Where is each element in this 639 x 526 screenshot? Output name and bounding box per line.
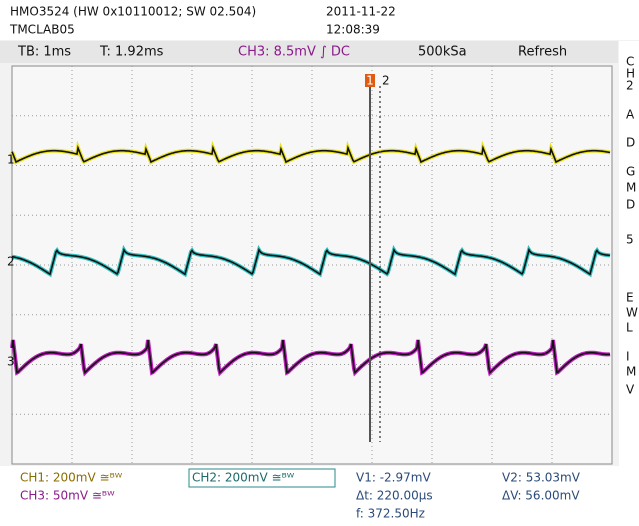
side-menu-item: C: [626, 55, 634, 69]
date: 2011-11-22: [326, 5, 396, 19]
grid: [12, 66, 612, 464]
side-menu-item: I: [626, 350, 630, 364]
trace: [11, 145, 611, 164]
ch2-label: 2: [7, 255, 15, 269]
freq: f: 372.50Hz: [356, 507, 425, 521]
waveforms: [10, 140, 611, 377]
side-menu-item: E: [626, 291, 634, 305]
dv: ΔV: 56.00mV: [502, 489, 580, 503]
side-menu-item: D: [626, 136, 635, 150]
trigger-time: T: 1.92ms: [99, 45, 164, 60]
side-menu-item: H: [626, 67, 635, 81]
device: HMO3524 (HW 0x10110012; SW 02.504): [10, 5, 256, 19]
cursor-2-label: 2: [382, 74, 390, 88]
ch1-label: 1: [7, 153, 15, 167]
side-menu-item: G: [626, 165, 635, 179]
dt: Δt: 220.00µs: [356, 489, 433, 503]
side-menu-item: D: [626, 198, 635, 212]
ch3-label: 3: [7, 355, 15, 369]
v1: V1: -2.97mV: [356, 471, 431, 485]
trigger: CH3: 8.5mV ∫ DC: [238, 45, 350, 60]
trace: [11, 339, 611, 375]
status-bar: [0, 41, 618, 63]
timebase: TB: 1ms: [17, 45, 71, 60]
trace: [11, 247, 611, 276]
side-menu-item: V: [626, 383, 635, 397]
side-menu-item: 5: [626, 233, 634, 247]
side-menu-item: 2: [626, 79, 634, 93]
side-menu: [619, 41, 639, 526]
footer-bar: [0, 466, 639, 526]
side-menu-item: M: [626, 365, 636, 379]
time: 12:08:39: [326, 23, 380, 37]
side-menu-item: L: [626, 321, 633, 335]
cursor-1-marker: [365, 74, 375, 87]
side-menu-item: A: [626, 108, 635, 122]
lab-name: TMCLAB05: [9, 23, 75, 37]
ch2-scale[interactable]: CH2: 200mV ≅ᴮᵂ: [192, 471, 295, 485]
cursor-1-label: 1: [366, 74, 374, 88]
ch2-box[interactable]: [188, 468, 336, 488]
ch1-scale: CH1: 200mV ≅ᴮᵂ: [20, 471, 123, 485]
side-menu-item: W: [626, 306, 638, 320]
header-bar: [0, 0, 639, 40]
mode: Refresh: [518, 45, 567, 60]
v2: V2: 53.03mV: [502, 471, 581, 485]
ch3-scale: CH3: 50mV ≅ᴮᵂ: [20, 489, 115, 503]
side-menu-item: M: [626, 181, 636, 195]
sample-rate: 500kSa: [418, 45, 467, 60]
